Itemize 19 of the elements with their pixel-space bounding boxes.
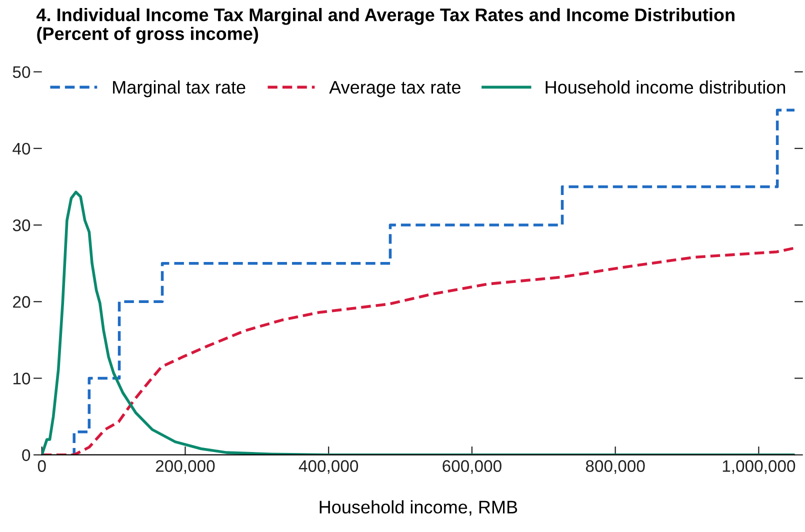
x-axis-title: Household income, RMB	[320, 500, 518, 516]
y-tick-label: 0	[22, 449, 30, 462]
legend-label: Household income distribution	[546, 80, 786, 94]
y-tick-label: 20	[13, 296, 30, 308]
line-series	[42, 190, 795, 455]
y-tick-label: 50	[12, 66, 30, 78]
x-tick-label: 200,000	[156, 460, 215, 474]
legend-label: Marginal tax rate	[113, 80, 246, 98]
y-tick-label: 40	[12, 142, 30, 155]
y-tick-label: 30	[12, 219, 30, 232]
x-tick-label: 800,000	[586, 460, 645, 474]
y-tick-label: 10	[13, 372, 30, 384]
x-tick-label: 0	[38, 460, 46, 472]
line-series	[42, 246, 795, 455]
x-tick-label: 600,000	[442, 460, 502, 474]
legend-label: Average tax rate	[329, 81, 460, 98]
x-tick-label: 1,000,000	[722, 460, 796, 474]
x-tick-label: 400,000	[298, 460, 358, 474]
chart-title: 4. Individual Income Tax Marginal and Average Tax Rates and Income Distribution (Percent of gross income)	[36, 8, 734, 44]
